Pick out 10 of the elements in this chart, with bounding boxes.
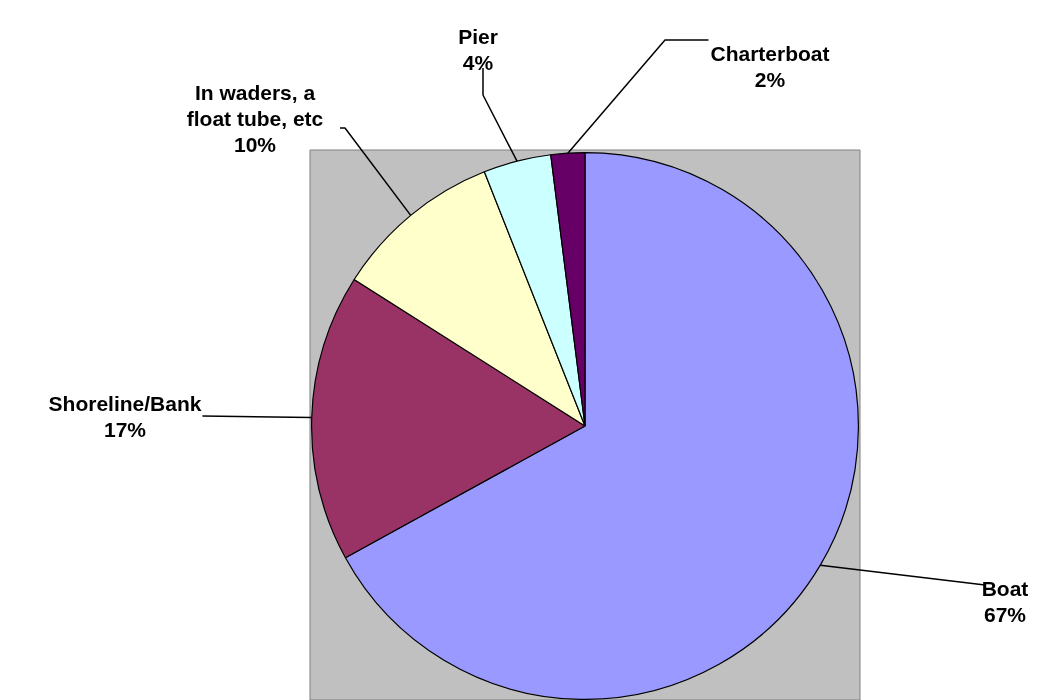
- data-label: 4%: [462, 51, 494, 75]
- data-label: 10%: [233, 133, 277, 157]
- slice-label: Charterboat: [710, 42, 830, 66]
- slice-label: In waders, a float tube, etc: [186, 81, 324, 131]
- data-label: 2%: [754, 68, 786, 92]
- slice-label: Pier: [458, 25, 498, 49]
- slice-label: Shoreline/Bank: [48, 392, 202, 416]
- data-label: 17%: [103, 418, 147, 442]
- slice-label: Boat: [981, 577, 1029, 601]
- data-label: 67%: [983, 603, 1027, 627]
